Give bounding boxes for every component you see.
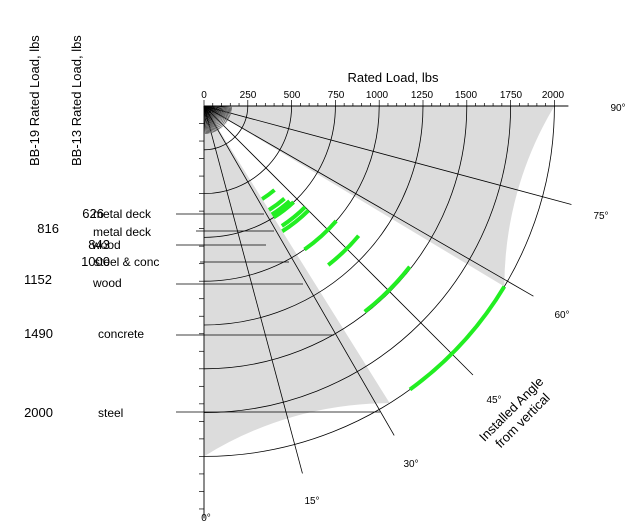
fan-line — [203, 105, 231, 115]
highlight-band — [327, 234, 361, 267]
angle-label-45: 45° — [486, 395, 501, 406]
top-tick-label: 250 — [240, 90, 257, 101]
row-value-bb13: 843 — [88, 237, 110, 252]
scale-ticks — [199, 100, 569, 519]
shaded-region-low-angle — [204, 106, 390, 457]
leader-lines — [176, 213, 380, 413]
shaded-regions — [204, 106, 555, 457]
angle-label-60: 60° — [554, 310, 569, 321]
angle-label-90: 90° — [610, 103, 625, 114]
row-value-bb19: 816 — [37, 221, 59, 236]
angle-ray — [203, 105, 534, 297]
fan-line — [203, 105, 224, 127]
angle-label-15: 15° — [304, 496, 319, 507]
top-axis-title: Rated Load, lbs — [347, 70, 439, 85]
angle-label-30: 30° — [403, 459, 418, 470]
row-value-bb19: 1490 — [24, 326, 53, 341]
angle-ray — [203, 105, 395, 436]
top-tick-label: 1000 — [366, 90, 389, 101]
angle-rays — [203, 105, 572, 474]
row-label: metal deck — [93, 225, 152, 239]
row-label: wood — [91, 238, 121, 252]
load-rows: 626 metal deck 816 metal deck 843 wood 1… — [24, 206, 159, 420]
highlight-band — [261, 188, 276, 201]
highlight-band — [267, 197, 286, 212]
top-tick-label: 1500 — [455, 90, 478, 101]
row-value-bb19: 1152 — [24, 272, 52, 287]
installed-angle-title: Installed Angle from vertical — [476, 374, 553, 451]
top-tick-label: 750 — [328, 90, 345, 101]
angle-ray — [203, 105, 572, 205]
top-tick-label: 500 — [284, 90, 301, 101]
row-label: metal deck — [93, 207, 152, 221]
highlight-band — [408, 285, 507, 392]
fan-line — [203, 105, 228, 122]
row-value-bb13: 626 — [82, 206, 104, 221]
highlight-band — [272, 200, 295, 220]
highlight-band — [363, 265, 412, 314]
angle-label-0: 0° — [201, 513, 211, 523]
row-label: concrete — [98, 327, 144, 341]
top-tick-label: 0 — [201, 90, 207, 101]
highlight-band — [270, 199, 291, 217]
row-label: steel & conc — [94, 255, 159, 269]
row-value-bb19: 2000 — [24, 405, 53, 420]
row-value-bb13: 1000 — [81, 254, 110, 269]
angle-label-75: 75° — [593, 211, 608, 222]
row-label: steel — [98, 406, 123, 420]
top-tick-label: 1750 — [500, 90, 523, 101]
top-tick-label: 1250 — [411, 90, 434, 101]
highlight-band — [303, 219, 338, 252]
angle-ray — [203, 105, 474, 376]
top-axis-tick-labels: 0 250 500 750 1000 1250 1500 1750 2000 — [201, 90, 564, 101]
fan-line — [203, 105, 211, 134]
row-label: wood — [92, 276, 122, 290]
angle-labels: 0° 15° 30° 45° 60° 75° 90° — [201, 103, 625, 523]
shaded-region-high-angle — [204, 106, 555, 287]
bb19-column-title: BB-19 Rated Load, lbs — [27, 35, 42, 166]
highlight-band — [281, 209, 310, 233]
highlight-band — [280, 205, 307, 228]
top-tick-label: 2000 — [542, 90, 565, 101]
bb13-column-title: BB-13 Rated Load, lbs — [69, 35, 84, 166]
highlight-bands — [261, 188, 507, 392]
fan-line — [203, 105, 218, 131]
